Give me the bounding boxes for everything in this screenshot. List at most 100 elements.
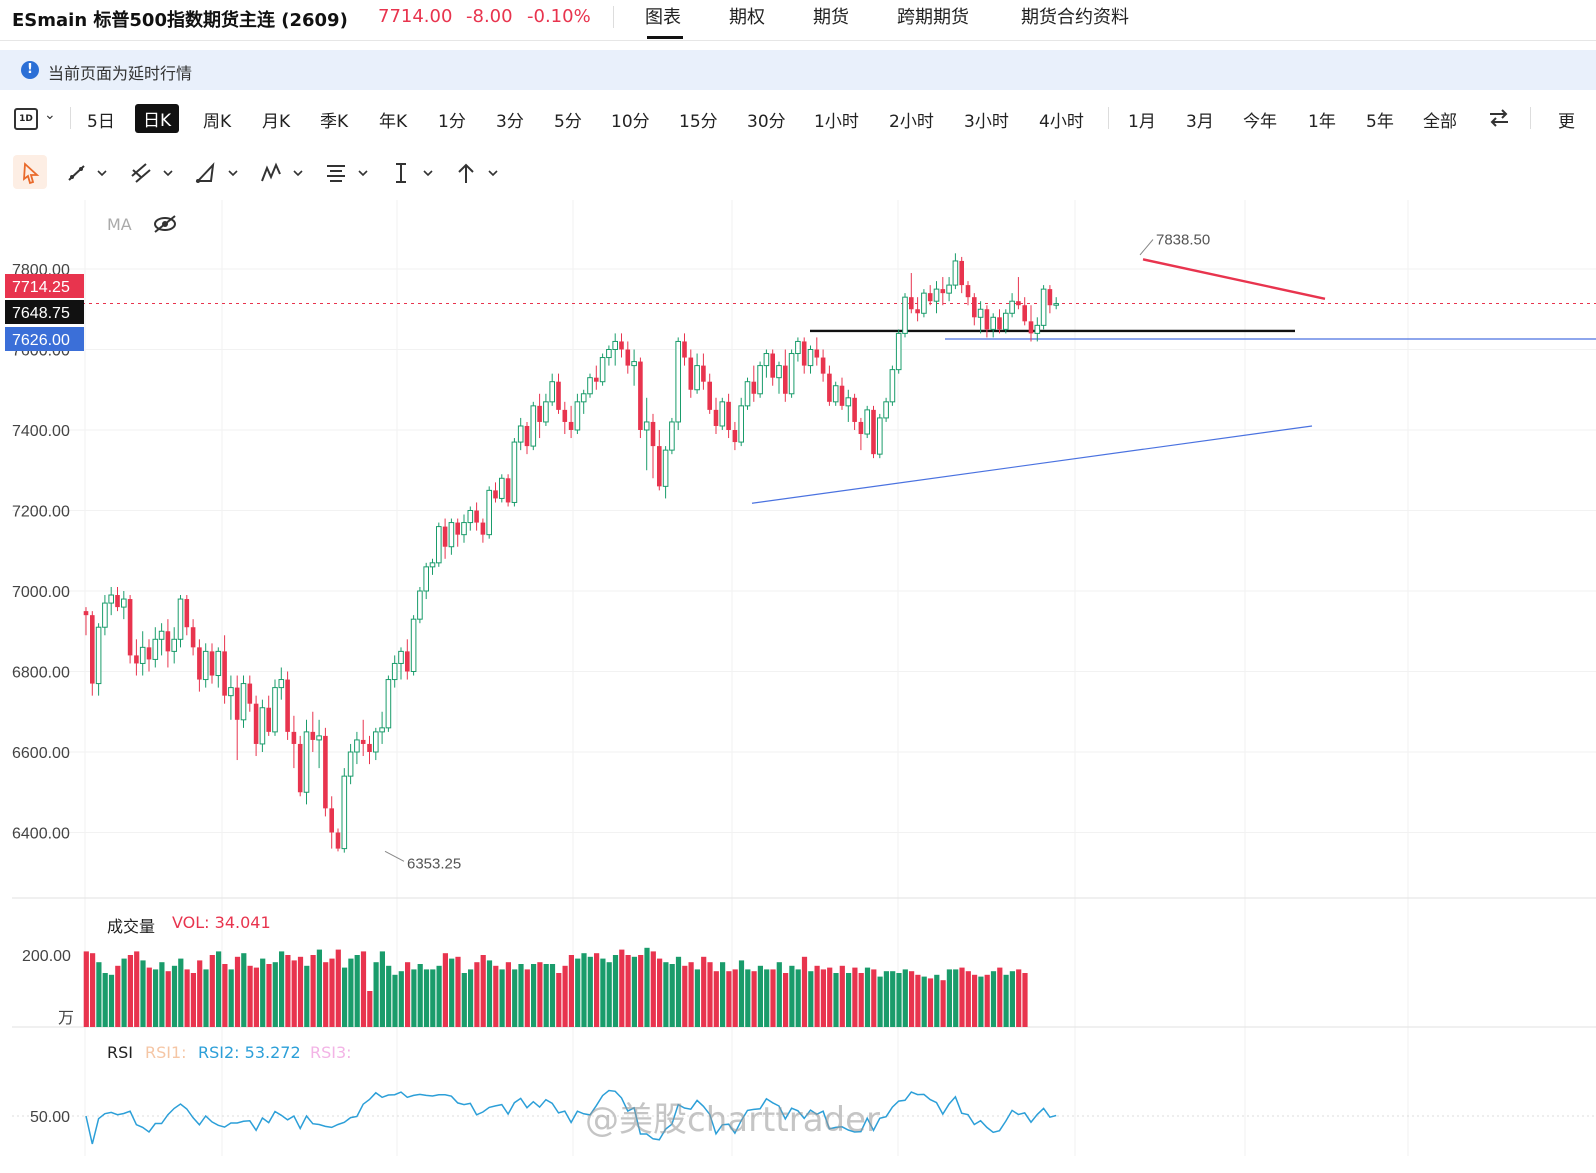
candle-body <box>341 775 348 850</box>
volume-bar <box>726 971 732 1027</box>
range-3month[interactable]: 3月 <box>1186 112 1214 132</box>
period-3hour[interactable]: 3小时 <box>964 112 1009 132</box>
tab-calendar-spread[interactable]: 跨期期货 <box>897 7 969 28</box>
volume-bar <box>858 973 864 1027</box>
pattern-icon[interactable] <box>260 162 306 184</box>
candle-body <box>1003 312 1009 330</box>
period-daily[interactable]: 日K <box>135 104 180 133</box>
tab-chart[interactable]: 图表 <box>645 7 681 28</box>
y-axis-tick-label: 6400.00 <box>12 826 70 843</box>
volume-bar <box>644 947 650 1027</box>
candle-body <box>480 522 486 535</box>
candle-body <box>209 651 215 676</box>
period-monthly[interactable]: 月K <box>262 112 291 132</box>
calendar-icon[interactable]: 1D <box>14 108 38 130</box>
candle-body <box>102 602 108 628</box>
candle-body <box>398 650 404 664</box>
period-5day[interactable]: 5日 <box>87 112 115 132</box>
range-5year[interactable]: 5年 <box>1366 112 1394 132</box>
candle-body <box>852 397 857 422</box>
candle-body <box>436 526 442 564</box>
tab-futures[interactable]: 期货 <box>813 7 849 28</box>
candle-body <box>240 683 247 721</box>
text-tool-icon[interactable] <box>325 162 371 184</box>
period-30min[interactable]: 30分 <box>747 112 786 132</box>
range-1year[interactable]: 1年 <box>1308 112 1336 132</box>
candle-body <box>530 405 537 447</box>
period-quarterly[interactable]: 季K <box>320 112 349 132</box>
chart-area[interactable]: 7800.007600.007400.007200.007000.006800.… <box>0 196 1596 1156</box>
watermark: @美股charttrader <box>585 1100 881 1140</box>
candle-body <box>795 340 801 355</box>
cursor-tool[interactable] <box>13 155 47 189</box>
candle-body <box>1028 321 1034 334</box>
candle-body <box>562 409 568 422</box>
candle-body <box>606 349 612 359</box>
volume-bar <box>764 969 770 1027</box>
candle-body <box>738 405 745 443</box>
period-divider <box>70 107 71 129</box>
more-periods[interactable]: 更 <box>1558 112 1575 132</box>
candle-body <box>694 365 700 391</box>
trend-line-icon[interactable] <box>66 162 110 184</box>
volume-bar <box>329 958 335 1027</box>
range-1month[interactable]: 1月 <box>1128 112 1156 132</box>
volume-bar <box>360 951 367 1027</box>
tab-contract-info[interactable]: 期货合约资料 <box>1021 7 1129 28</box>
arrow-tool-icon[interactable] <box>455 162 501 184</box>
volume-bar <box>146 967 152 1027</box>
last-price: 7714.00 <box>378 6 453 27</box>
volume-bar <box>216 951 222 1027</box>
ma-label: MA <box>107 215 132 234</box>
range-ytd[interactable]: 今年 <box>1243 112 1277 132</box>
y-axis-tick-label: 7200.00 <box>12 504 70 521</box>
candle-body <box>820 357 826 374</box>
volume-bar <box>732 969 738 1027</box>
candle-body <box>701 365 706 382</box>
candle-body <box>940 289 946 294</box>
period-10min[interactable]: 10分 <box>611 112 650 132</box>
period-1min[interactable]: 1分 <box>438 112 466 132</box>
candle-body <box>877 417 883 455</box>
volume-bar <box>108 974 115 1027</box>
tab-options[interactable]: 期权 <box>729 7 765 28</box>
period-2hour[interactable]: 2小时 <box>889 112 934 132</box>
volume-bar <box>203 969 209 1027</box>
volume-bar <box>184 969 190 1027</box>
chevron-down-icon[interactable]: ⌄ <box>44 107 56 123</box>
period-5min[interactable]: 5分 <box>554 112 582 132</box>
period-1hour[interactable]: 1小时 <box>814 112 859 132</box>
volume-bar <box>883 971 889 1027</box>
measure-icon[interactable] <box>390 162 436 184</box>
candle-body <box>474 510 479 523</box>
volume-bar <box>827 967 833 1027</box>
period-4hour[interactable]: 4小时 <box>1039 112 1084 132</box>
candle-body <box>675 340 682 423</box>
period-weekly[interactable]: 周K <box>203 112 232 132</box>
triangle-tool-icon[interactable] <box>195 162 241 184</box>
period-3min[interactable]: 3分 <box>496 112 524 132</box>
candle-body <box>385 679 392 729</box>
volume-bar <box>600 958 606 1027</box>
candle-body <box>713 409 719 426</box>
volume-bar <box>694 969 700 1027</box>
channel-icon[interactable] <box>130 162 176 184</box>
volume-bar <box>896 973 902 1027</box>
eye-hidden-icon[interactable] <box>152 213 178 235</box>
range-all[interactable]: 全部 <box>1423 112 1457 132</box>
period-yearly[interactable]: 年K <box>379 112 408 132</box>
period-15min[interactable]: 15分 <box>679 112 718 132</box>
volume-bar <box>272 962 278 1027</box>
volume-bar <box>682 965 688 1027</box>
price-badge-bg <box>5 274 84 298</box>
y-axis-tick-label: 6800.00 <box>12 665 70 682</box>
volume-bar <box>757 965 763 1027</box>
volume-bar <box>612 955 619 1027</box>
volume-bar <box>915 974 921 1027</box>
y-axis-tick-label: 6600.00 <box>12 745 70 762</box>
candle-body <box>537 405 542 422</box>
volume-bar <box>442 953 448 1027</box>
compare-icon[interactable] <box>1488 108 1510 128</box>
volume-bar <box>297 956 304 1027</box>
header-divider <box>613 6 614 28</box>
